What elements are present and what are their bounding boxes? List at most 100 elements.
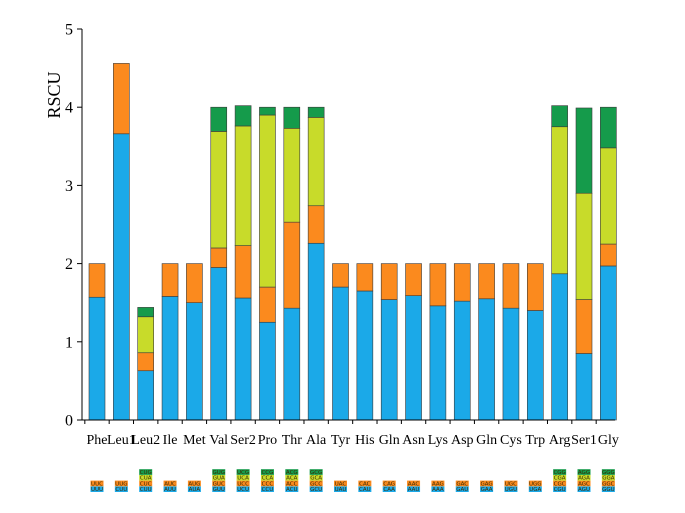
codon-chip-auu: AUU: [163, 486, 177, 493]
codon-chip-label: UCG: [237, 470, 249, 476]
bar-segment-phe-uuc: [88, 263, 106, 298]
bar-segment-ser2-ucg: [234, 105, 252, 127]
x-tick-label: Trp: [525, 433, 545, 448]
codon-chip-aga: AGA: [577, 474, 591, 482]
codon-chip-uac: UAC: [334, 480, 347, 487]
codon-chip-label: AUG: [188, 481, 200, 487]
codon-chip-ucu: UCU: [236, 486, 250, 493]
codon-chip-swatch: [212, 474, 226, 481]
y-tick-label: 2: [65, 256, 73, 273]
codon-chip-swatch: [553, 469, 567, 475]
codon-chip-cag: CAG: [382, 480, 396, 487]
codon-chip-swatch: [431, 486, 445, 492]
codon-chip-uau: UAU: [334, 486, 347, 493]
bar-segment-leu2-cua: [137, 316, 154, 354]
codon-chip-ggc: GGC: [601, 480, 615, 487]
codon-chip-label: AGG: [578, 470, 590, 476]
bar-segment-leu2-cuu: [137, 370, 154, 421]
x-tick-label: Pro: [258, 433, 277, 448]
codon-chip-label: GAC: [456, 481, 468, 487]
y-tick-label: 4: [65, 100, 73, 117]
codon-chip-swatch: [309, 486, 323, 492]
bar-segment-cys-ugc: [502, 263, 520, 309]
codon-chip-aca: ACA: [285, 474, 299, 482]
codon-chip-aau: AAU: [407, 486, 421, 493]
codon-chip-swatch: [577, 480, 591, 487]
bar-segment-thr-acg: [283, 106, 301, 129]
x-tick-label: Ser2: [230, 433, 256, 448]
codon-chip-swatch: [260, 486, 274, 492]
codon-chip-gug: GUG: [212, 469, 226, 476]
codon-chip-label: UCC: [237, 481, 249, 487]
codon-chip-gcu: GCU: [309, 486, 323, 493]
codon-chip-swatch: [528, 486, 542, 492]
codon-chip-label: CAA: [383, 487, 395, 493]
bar-segment-leu1-uug: [113, 63, 130, 135]
y-tick-label: 0: [65, 413, 73, 430]
codon-chip-guc: GUC: [212, 480, 226, 487]
codon-chip-auc: AUC: [163, 480, 177, 487]
codon-chip-swatch: [577, 474, 591, 481]
codon-chip-swatch: [163, 480, 177, 487]
codon-chip-swatch: [407, 480, 421, 487]
codon-chip-swatch: [285, 480, 299, 487]
codon-chip-label: CAU: [359, 487, 371, 493]
codon-chip-swatch: [139, 480, 153, 487]
codon-chip-label: GUU: [213, 487, 225, 493]
x-tick-label: Ile: [163, 433, 178, 448]
x-tick-label: Gln: [476, 433, 497, 448]
codon-chip-swatch: [260, 469, 274, 475]
codon-chip-label: UGA: [529, 487, 541, 493]
codon-chip-label: CUU: [140, 487, 152, 493]
codon-chip-swatch: [334, 480, 347, 487]
codon-chip-agc: AGC: [577, 480, 591, 487]
codon-chip-label: ACC: [286, 481, 298, 487]
codon-chip-ggu: GGU: [601, 486, 615, 493]
codon-chip-gcg: GCG: [309, 469, 323, 476]
codon-chip-ucc: UCC: [236, 480, 250, 487]
bar-segment-met-aug: [186, 263, 203, 304]
x-tick-label: Gly: [598, 433, 619, 448]
codon-chip-acc: ACC: [285, 480, 299, 487]
codon-chip-label: AAG: [432, 481, 444, 487]
codon-chip-swatch: [528, 480, 542, 487]
codon-chip-ugc: UGC: [504, 480, 518, 487]
codon-chip-ccg: CCG: [260, 469, 274, 476]
codon-chip-agg: AGG: [577, 469, 591, 476]
bar-segment-tyr-uac: [332, 263, 349, 288]
codon-chip-swatch: [260, 474, 274, 481]
codon-chip-label: AUU: [164, 487, 176, 493]
bar-segment-val-gua: [210, 131, 228, 249]
bar-segment-ile-auc: [161, 263, 179, 297]
codon-chip-gac: GAC: [455, 480, 469, 487]
codon-chip-label: AAU: [408, 487, 420, 493]
codon-chip-label: GCC: [310, 481, 322, 487]
codon-chip-swatch: [212, 469, 226, 475]
codon-chip-swatch: [480, 486, 494, 492]
codon-chip-agu: AGU: [577, 486, 591, 493]
bar-segment-gln-caa: [380, 299, 398, 421]
codon-chip-cuu: CUU: [139, 486, 153, 493]
codon-chip-label: ACG: [286, 470, 298, 476]
y-tick-label: 5: [65, 22, 73, 39]
x-tick-label: Phe: [87, 433, 108, 448]
codon-chip-label: AGA: [578, 476, 590, 482]
codon-chip-label: UGU: [505, 487, 517, 493]
codon-chip-swatch: [309, 469, 323, 475]
codon-chip-label: CCG: [261, 470, 273, 476]
codon-chip-aua: AUA: [187, 486, 201, 493]
bar-segment-thr-acc: [283, 221, 301, 309]
codon-chip-swatch: [358, 486, 372, 492]
codon-chip-swatch: [553, 474, 567, 481]
x-tick-label: Arg: [549, 433, 571, 448]
bar-segment-val-guc: [210, 247, 228, 268]
codon-chip-label: GAU: [456, 487, 468, 493]
bar-segment-ala-gcg: [307, 106, 325, 118]
codon-chip-label: UCA: [237, 476, 249, 482]
y-tick-label: 3: [65, 178, 73, 195]
codon-chip-swatch: [139, 474, 153, 481]
codon-chip-gau: GAU: [455, 486, 469, 493]
codon-chip-gca: GCA: [309, 474, 323, 482]
codon-chip-label: CUG: [140, 470, 152, 476]
codon-chip-label: GAA: [481, 487, 493, 493]
